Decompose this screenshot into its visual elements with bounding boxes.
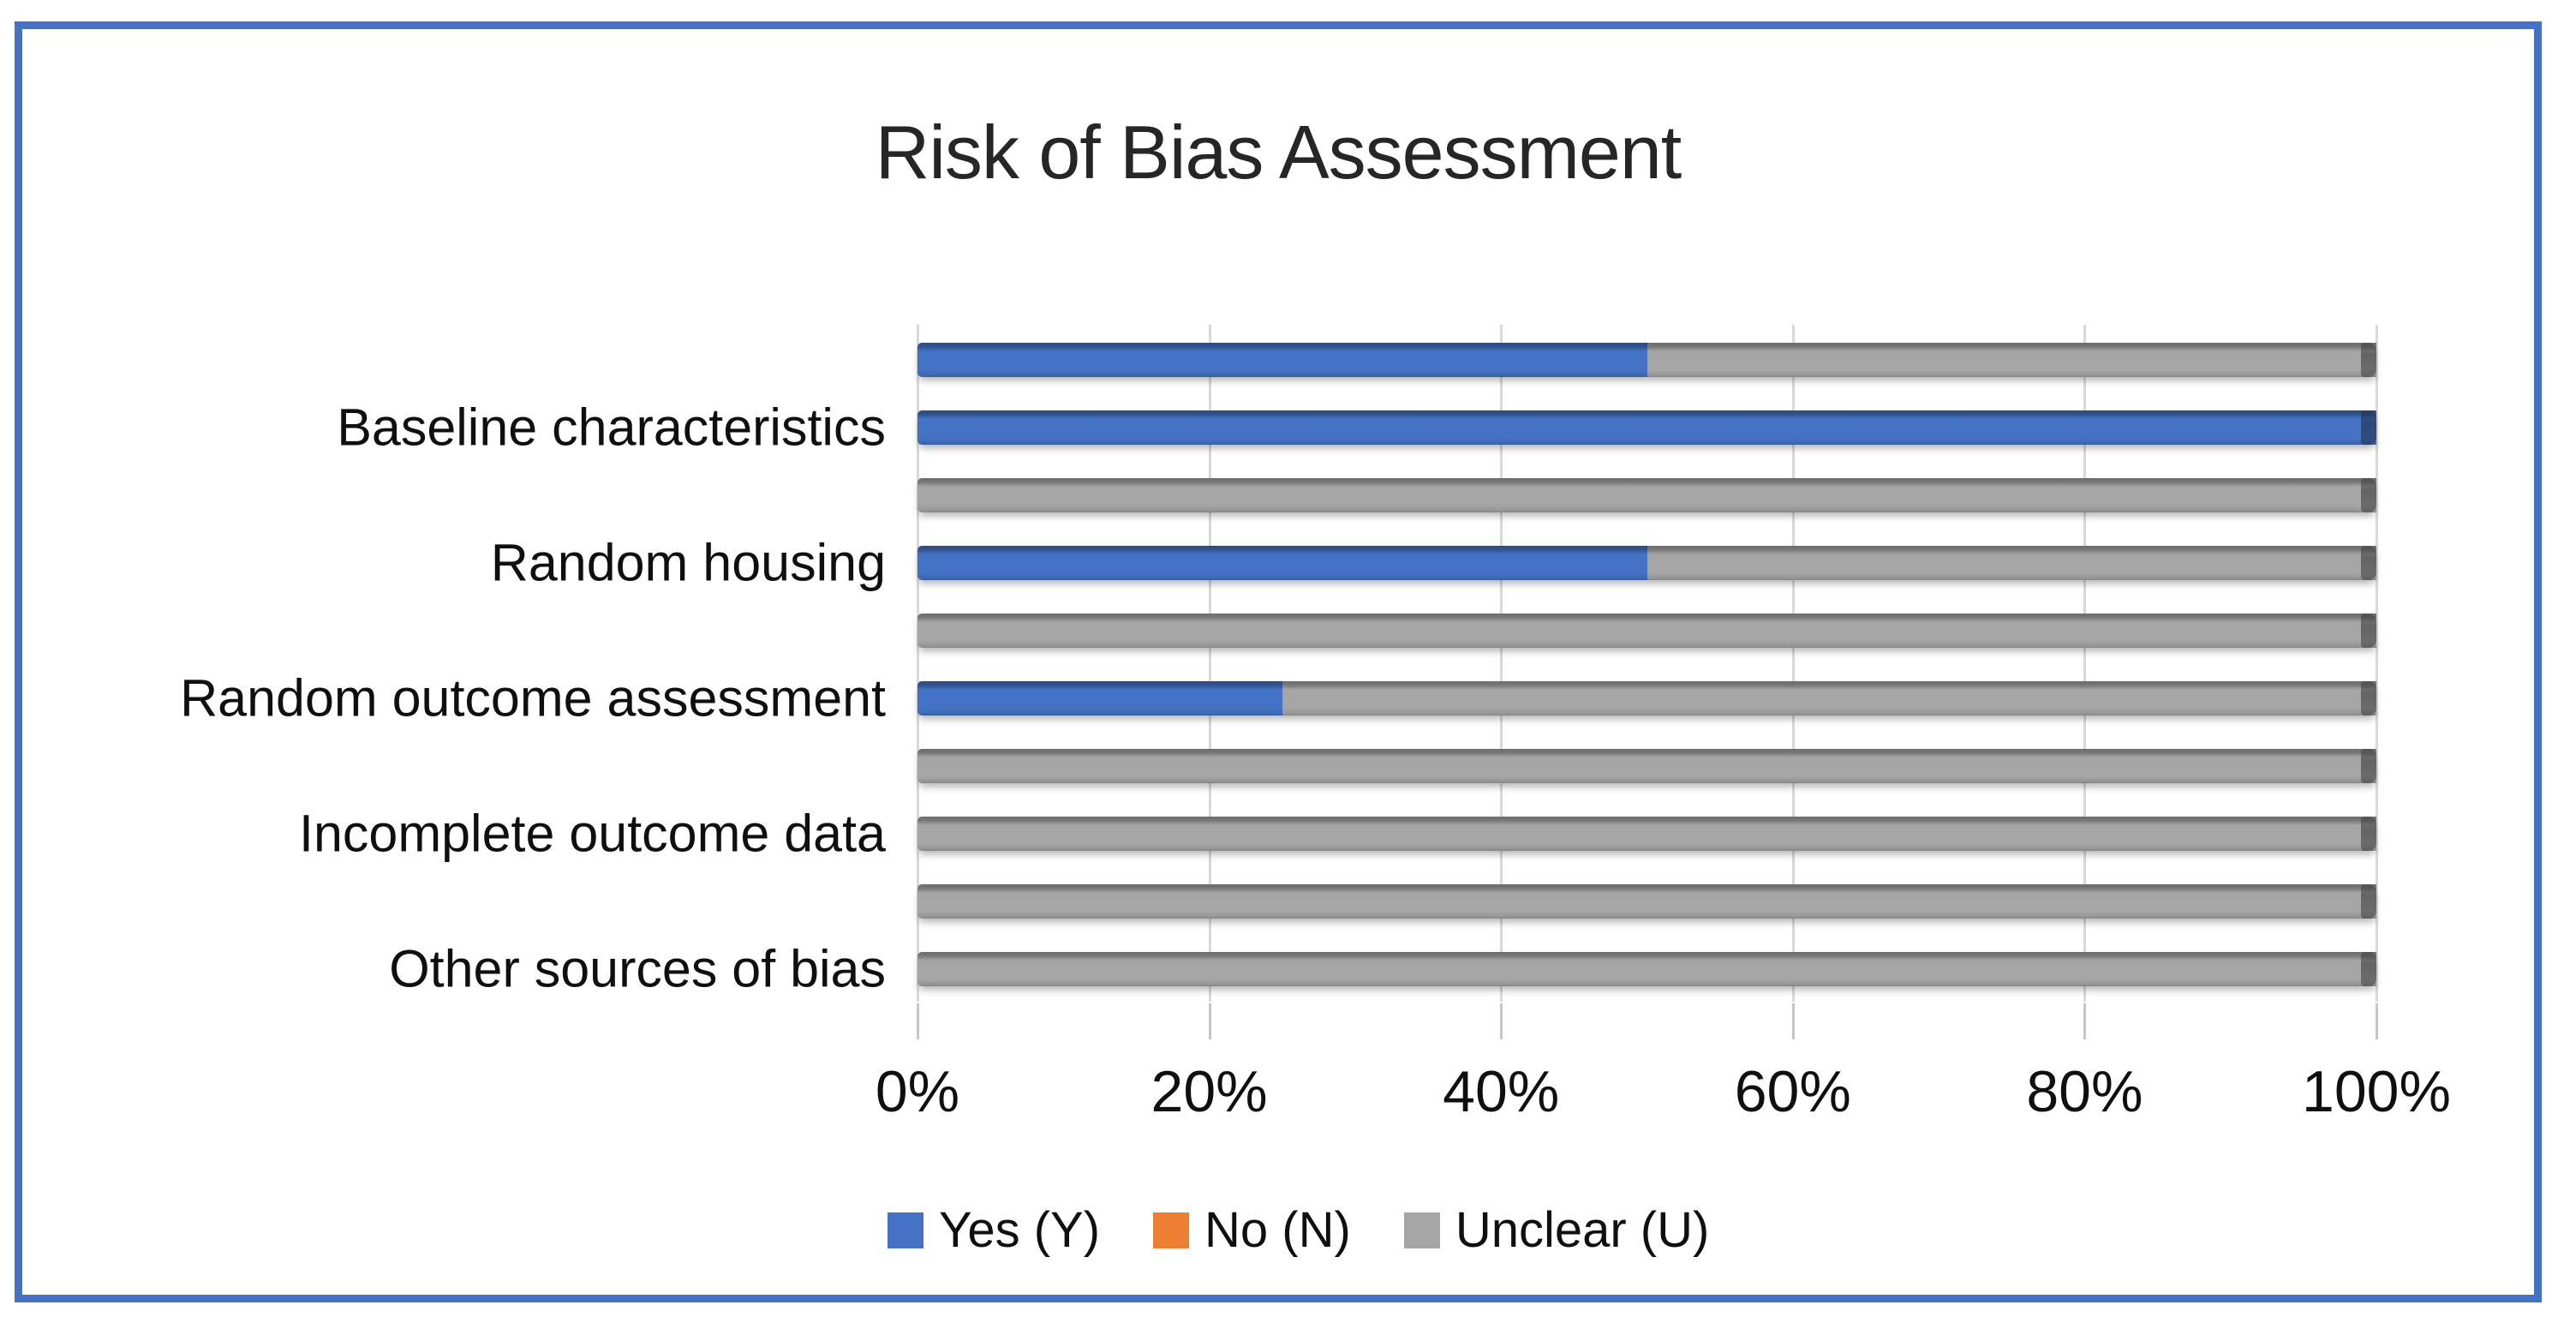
- x-tick-label: 80%: [2026, 1059, 2143, 1124]
- bar-end-cap: [2361, 614, 2376, 648]
- axis-tick: [917, 1003, 919, 1039]
- bar-row: [917, 681, 2376, 715]
- legend-label: No (N): [1204, 1202, 1351, 1258]
- gridline: [2376, 325, 2378, 1002]
- category-label: Incomplete outcome data: [299, 804, 886, 863]
- axis-tick: [2376, 1003, 2378, 1039]
- plot-area: [917, 325, 2378, 1039]
- x-tick-label: 40%: [1443, 1059, 1560, 1124]
- bar-segment-unclear-u: [917, 952, 2376, 986]
- legend-swatch: [1153, 1212, 1190, 1248]
- chart-frame: Risk of Bias Assessment Baseline charact…: [15, 21, 2542, 1302]
- gridline: [917, 325, 919, 1002]
- bar-end-cap: [2361, 410, 2376, 445]
- category-label: Baseline characteristics: [337, 398, 886, 457]
- bar-row: [917, 952, 2376, 986]
- gridline: [1791, 325, 1795, 1002]
- bar-end-cap: [2361, 884, 2376, 919]
- bar-segment-unclear-u: [1282, 681, 2376, 715]
- chart-title: Risk of Bias Assessment: [875, 110, 1682, 195]
- bar-segment-unclear-u: [917, 614, 2376, 648]
- bar-row: [917, 817, 2376, 851]
- x-tick-label: 0%: [875, 1059, 960, 1124]
- bar-end-cap: [2361, 952, 2376, 986]
- bar-row: [917, 884, 2376, 919]
- bar-row: [917, 749, 2376, 783]
- bar-segment-yes-y: [917, 546, 1647, 580]
- bar-end-cap: [2361, 749, 2376, 783]
- gridline: [2083, 325, 2087, 1002]
- legend: Yes (Y) No (N) Unclear (U): [888, 1206, 1709, 1255]
- axis-tick: [2083, 1003, 2087, 1039]
- bar-segment-unclear-u: [1647, 546, 2376, 580]
- bar-segment-unclear-u: [917, 749, 2376, 783]
- axis-tick: [1208, 1003, 1211, 1039]
- bar-end-cap: [2361, 343, 2376, 377]
- axis-ticks: [917, 1002, 2378, 1045]
- bar-segment-unclear-u: [917, 817, 2376, 851]
- bar-end-cap: [2361, 546, 2376, 580]
- legend-item-unclear-u: Unclear (U): [1403, 1202, 1710, 1258]
- value-axis-labels: 0% 20% 40% 60% 80% 100%: [876, 1059, 2451, 1140]
- bar-row: [917, 343, 2376, 377]
- bar-segment-unclear-u: [917, 884, 2376, 919]
- legend-item-yes-y: Yes (Y): [888, 1206, 1100, 1255]
- x-tick-label: 20%: [1151, 1059, 1268, 1124]
- axis-tick: [1791, 1003, 1795, 1039]
- bar-segment-unclear-u: [1647, 343, 2376, 377]
- bar-segment-yes-y: [917, 681, 1282, 715]
- category-label: Random housing: [490, 533, 886, 592]
- bar-segment-yes-y: [917, 410, 2376, 445]
- gridline: [1208, 325, 1211, 1002]
- bar-end-cap: [2361, 817, 2376, 851]
- legend-swatch: [888, 1212, 923, 1248]
- gridline: [1500, 325, 1503, 1002]
- category-label: Random outcome assessment: [180, 668, 886, 727]
- legend-swatch: [1403, 1212, 1440, 1248]
- x-tick-label: 100%: [2302, 1059, 2451, 1124]
- bar-end-cap: [2361, 478, 2376, 512]
- legend-item-no-n: No (N): [1153, 1206, 1351, 1255]
- legend-label: Yes (Y): [939, 1202, 1101, 1258]
- bar-segment-unclear-u: [917, 478, 2376, 512]
- bar-row: [917, 478, 2376, 512]
- bar-row: [917, 546, 2376, 580]
- x-tick-label: 60%: [1734, 1059, 1851, 1124]
- category-label: Other sources of bias: [389, 939, 886, 998]
- legend-label: Unclear (U): [1455, 1202, 1710, 1258]
- bar-row: [917, 410, 2376, 445]
- bar-row: [917, 614, 2376, 648]
- axis-tick: [1500, 1003, 1503, 1039]
- bar-end-cap: [2361, 681, 2376, 715]
- bar-segment-yes-y: [917, 343, 1647, 377]
- category-axis-labels: Baseline characteristics Random housing Ra…: [74, 325, 886, 1002]
